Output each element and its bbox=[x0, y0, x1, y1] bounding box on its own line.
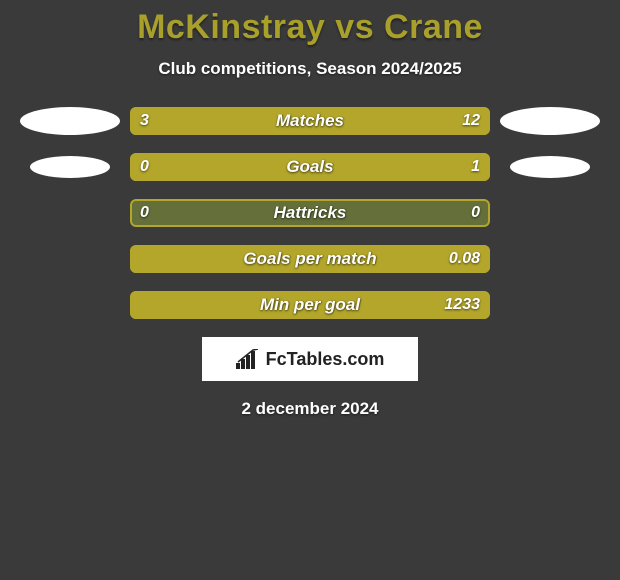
date-text: 2 december 2024 bbox=[0, 399, 620, 419]
page-title: McKinstray vs Crane bbox=[0, 0, 620, 47]
stat-label: Matches bbox=[130, 107, 490, 135]
stats-container: 312Matches 01Goals 00Hattricks 0.08Goals pe… bbox=[0, 107, 620, 319]
avatar-slot-right bbox=[490, 107, 610, 135]
stat-bar: 1233Min per goal bbox=[130, 291, 490, 319]
stat-label: Min per goal bbox=[130, 291, 490, 319]
stat-bar: 0.08Goals per match bbox=[130, 245, 490, 273]
stat-row: 312Matches bbox=[10, 107, 610, 135]
player-avatar-right bbox=[500, 107, 600, 135]
player-avatar-right bbox=[510, 156, 590, 178]
logo-text: FcTables.com bbox=[266, 349, 385, 370]
stat-row: 1233Min per goal bbox=[10, 291, 610, 319]
logo-badge: FcTables.com bbox=[202, 337, 418, 381]
stat-bar: 01Goals bbox=[130, 153, 490, 181]
logo-bars-icon bbox=[236, 349, 260, 369]
stat-label: Goals bbox=[130, 153, 490, 181]
stat-label: Hattricks bbox=[130, 199, 490, 227]
stat-bar: 312Matches bbox=[130, 107, 490, 135]
stat-row: 00Hattricks bbox=[10, 199, 610, 227]
avatar-slot-left bbox=[10, 107, 130, 135]
player-avatar-left bbox=[30, 156, 110, 178]
stat-row: 01Goals bbox=[10, 153, 610, 181]
subtitle: Club competitions, Season 2024/2025 bbox=[0, 59, 620, 79]
stat-bar: 00Hattricks bbox=[130, 199, 490, 227]
stat-label: Goals per match bbox=[130, 245, 490, 273]
stat-row: 0.08Goals per match bbox=[10, 245, 610, 273]
avatar-slot-right bbox=[490, 156, 610, 178]
player-avatar-left bbox=[20, 107, 120, 135]
avatar-slot-left bbox=[10, 156, 130, 178]
